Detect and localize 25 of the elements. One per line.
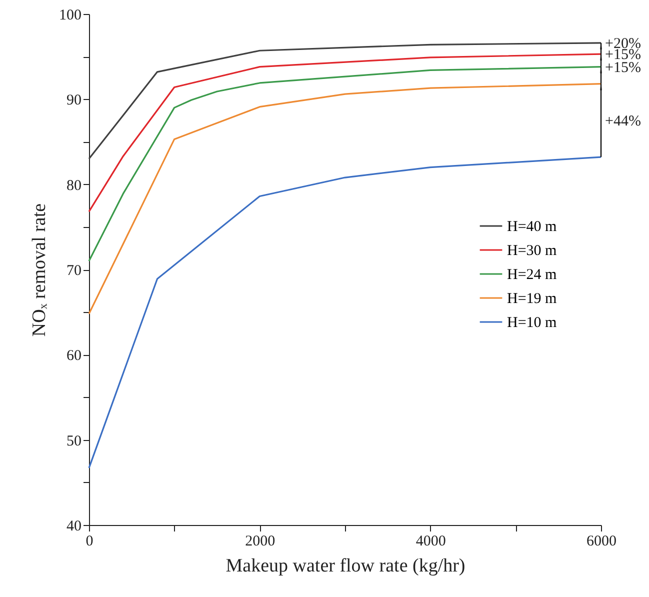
- line-series: [88, 156, 602, 469]
- line-series: [88, 66, 602, 262]
- y-tick-label: 100: [59, 8, 82, 24]
- line-series: [88, 83, 602, 315]
- x-tick-label: 0: [86, 534, 94, 550]
- x-axis-title: Makeup water flow rate (kg/hr): [226, 556, 466, 576]
- x-tick-label: 2000: [245, 534, 276, 550]
- legend-label: H=24 m: [507, 267, 558, 283]
- y-tick-label: 60: [66, 348, 82, 364]
- x-tick-label: 4000: [416, 534, 446, 550]
- y-tick-label: 40: [66, 518, 82, 534]
- line-series: [88, 53, 602, 212]
- text: +15%: [605, 60, 641, 76]
- y-tick-label: 80: [66, 178, 82, 194]
- legend-label: H=10 m: [507, 315, 558, 331]
- text: +44%: [605, 113, 641, 130]
- y-tick-label: 90: [66, 92, 82, 109]
- y-axis-title: NOₓ removal rate: [29, 203, 50, 337]
- y-tick-label: 70: [66, 263, 82, 279]
- y-tick-label: 50: [66, 433, 82, 450]
- legend-label: H=40 m: [507, 219, 558, 235]
- legend-label: H=30 m: [507, 243, 558, 259]
- legend-label: H=19 m: [507, 291, 558, 307]
- line-series: [88, 42, 602, 160]
- x-tick-label: 6000: [586, 534, 616, 550]
